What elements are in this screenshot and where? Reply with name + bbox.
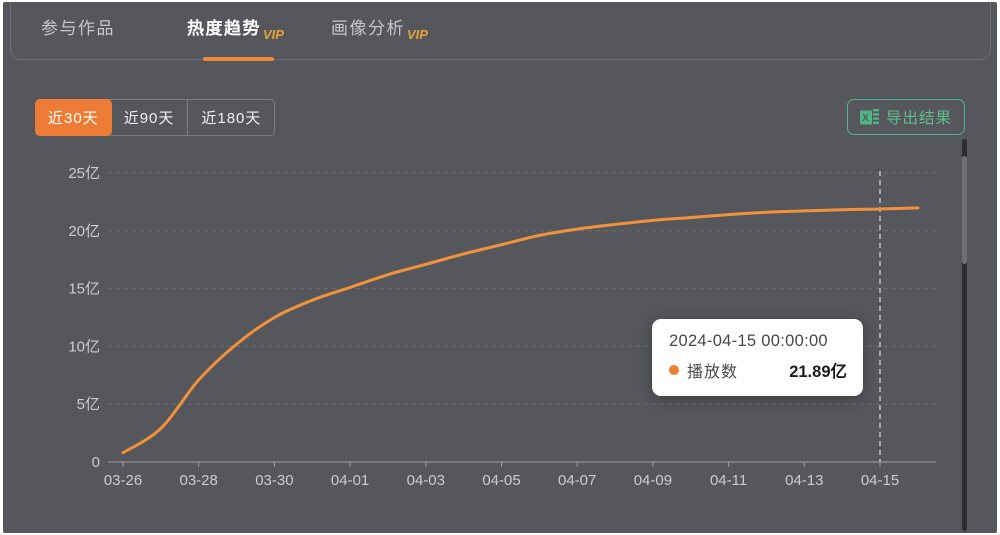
tooltip-series-name: 播放数 xyxy=(687,364,739,381)
x-axis-label: 04-09 xyxy=(634,472,672,489)
x-axis-label: 04-05 xyxy=(482,472,520,489)
x-axis-label: 04-03 xyxy=(407,472,445,489)
x-axis-label: 03-28 xyxy=(180,472,218,489)
vip-badge: VIP xyxy=(406,26,428,42)
x-axis-label: 03-30 xyxy=(255,472,293,489)
svg-text:X: X xyxy=(862,113,870,124)
analytics-panel: 参与作品 热度趋势 VIP 画像分析 VIP 近30天 近90天 近180天 X… xyxy=(3,2,997,533)
active-tab-underline xyxy=(203,57,274,61)
excel-icon: X xyxy=(859,108,879,124)
series-dot-icon xyxy=(669,365,679,375)
scrollbar[interactable] xyxy=(962,139,967,531)
x-axis-label: 03-26 xyxy=(104,472,142,489)
tooltip-date: 2024-04-15 00:00:00 xyxy=(669,332,828,350)
x-axis-label: 04-07 xyxy=(558,472,596,489)
tab-bar: 参与作品 热度趋势 VIP 画像分析 VIP xyxy=(10,2,991,60)
y-axis-label: 0 xyxy=(92,454,100,471)
export-results-button[interactable]: X 导出结果 xyxy=(846,99,965,135)
trend-chart[interactable]: 0 5亿 10亿 15亿 20亿 25亿 03-26 03-28 03-30 04-01 04-03… xyxy=(3,2,997,533)
y-axis-label: 20亿 xyxy=(68,223,100,240)
range-button-30d[interactable]: 近30天 xyxy=(35,99,112,136)
y-axis-label: 15亿 xyxy=(68,281,100,298)
tab-participating-works[interactable]: 参与作品 xyxy=(41,19,115,39)
tooltip-series-value: 21.89亿 xyxy=(789,363,847,381)
x-axis-label: 04-13 xyxy=(785,472,823,489)
tab-heat-trend[interactable]: 热度趋势 VIP xyxy=(187,19,284,42)
tab-label: 热度趋势 xyxy=(187,19,261,39)
range-button-180d[interactable]: 近180天 xyxy=(187,100,274,135)
y-axis-label: 5亿 xyxy=(77,396,100,413)
x-axis-label: 04-15 xyxy=(861,472,899,489)
scrollbar-thumb[interactable] xyxy=(962,156,967,264)
vip-badge: VIP xyxy=(263,26,284,42)
x-axis-label: 04-11 xyxy=(710,472,747,489)
x-axis-label: 04-01 xyxy=(331,472,369,489)
range-button-90d[interactable]: 近90天 xyxy=(123,110,175,127)
tab-portrait-analysis[interactable]: 画像分析 VIP xyxy=(330,19,428,42)
export-label: 导出结果 xyxy=(885,110,952,127)
trend-line xyxy=(121,206,920,455)
tab-label: 参与作品 xyxy=(41,19,115,39)
chart-tooltip: 2024-04-15 00:00:00 播放数 21.89亿 xyxy=(652,319,863,396)
y-axis-label: 25亿 xyxy=(68,165,100,182)
y-axis-label: 10亿 xyxy=(68,338,100,355)
tab-label: 画像分析 xyxy=(330,19,405,39)
time-range-selector: 近30天 近90天 近180天 xyxy=(35,99,276,136)
